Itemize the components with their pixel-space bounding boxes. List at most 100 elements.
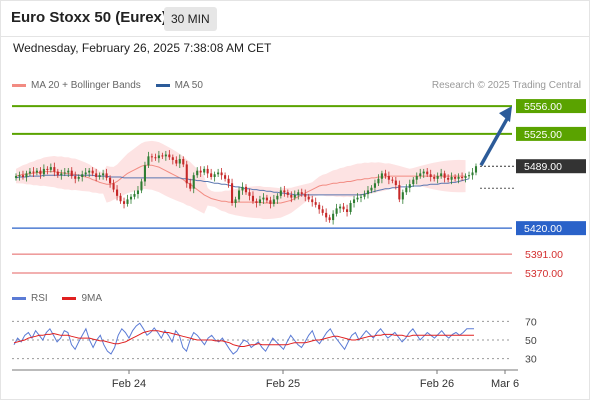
candle-body (269, 200, 272, 204)
candle-body (440, 173, 443, 177)
candle-body (185, 164, 188, 184)
candle-body (42, 168, 45, 175)
candle-body (21, 175, 25, 177)
candle-body (332, 213, 335, 221)
candle-body (363, 194, 366, 197)
candle-body (189, 183, 192, 189)
candle-body (116, 189, 119, 196)
candle-body (412, 179, 415, 185)
candle-body (46, 168, 49, 170)
candle-body (171, 157, 174, 160)
candle-body (220, 172, 223, 176)
candle-body (224, 175, 227, 179)
candle-body (311, 199, 314, 203)
candle-body (105, 173, 108, 178)
legend-swatch-ma20 (12, 83, 26, 87)
legend-label-ma20: MA 20 + Bollinger Bands (31, 80, 141, 91)
candle-body (377, 178, 380, 184)
candle-body (70, 170, 73, 177)
candle-body (314, 202, 317, 205)
level-label-5391.00: 5391.00 (525, 249, 563, 261)
candle-body (237, 190, 241, 200)
candle-body (25, 173, 28, 177)
candle-body (394, 180, 397, 186)
x-tick-label: Feb 25 (266, 378, 300, 390)
legend-label-ma50: MA 50 (174, 80, 203, 91)
legend-item-9ma: 9MA (62, 293, 102, 304)
forecast-arrow-head (499, 106, 512, 123)
candle-body (213, 174, 216, 177)
candle-body (168, 154, 171, 158)
candle-body (255, 201, 258, 204)
candle-body (95, 173, 98, 177)
candle-body (307, 196, 310, 200)
candle-body (346, 209, 349, 212)
candle-body (161, 155, 164, 157)
candle-body (373, 183, 376, 188)
candle-body (433, 176, 436, 179)
candle-body (408, 184, 411, 188)
candle-body (279, 190, 282, 196)
candle-body (335, 208, 338, 214)
candle-body (457, 176, 460, 179)
candle-body (39, 170, 42, 175)
candle-body (325, 212, 328, 218)
candle-body (401, 192, 404, 200)
candle-body (98, 175, 101, 177)
candle-body (84, 172, 87, 175)
candle-body (415, 176, 418, 180)
candle-body (119, 195, 122, 202)
legend-label-rsi: RSI (31, 293, 48, 304)
candle-body (178, 159, 181, 164)
candle-body (175, 159, 178, 164)
research-credit: Research © 2025 Trading Central (431, 80, 581, 91)
candle-body (474, 166, 478, 173)
candle-body (436, 176, 439, 179)
level-label-5420.00: 5420.00 (524, 223, 562, 235)
legend-label-9ma: 9MA (81, 293, 103, 304)
candle-body (471, 172, 474, 176)
candle-body (454, 176, 457, 179)
candle-body (28, 171, 31, 174)
candle-body (157, 155, 160, 159)
timeframe-badge[interactable]: 30 MIN (164, 7, 217, 31)
level-label-5525.00: 5525.00 (524, 129, 562, 141)
legend-item-ma20: MA 20 + Bollinger Bands (12, 80, 141, 91)
candle-body (241, 186, 244, 191)
candle-body (251, 195, 255, 202)
candle-body (140, 181, 143, 191)
candle-body (136, 190, 140, 195)
candle-body (32, 171, 35, 173)
candle-body (300, 192, 303, 195)
candle-body (328, 217, 331, 221)
candle-body (203, 168, 206, 173)
candle-body (147, 156, 150, 166)
candle-body (91, 170, 94, 174)
level-tag-5420.00 (516, 221, 586, 236)
candle-body (464, 176, 467, 178)
x-tick-label: Mar 6 (491, 378, 519, 390)
candle-body (265, 197, 268, 201)
candle-body (297, 192, 300, 195)
candle-body (272, 199, 275, 204)
candle-body (248, 192, 251, 196)
candle-body (321, 209, 324, 213)
candle-body (366, 190, 370, 195)
candle-body (443, 173, 446, 178)
candle-body (258, 199, 261, 204)
candle-body (88, 170, 91, 173)
candle-body (196, 170, 199, 176)
candle-body (384, 173, 387, 177)
candle-body (150, 156, 153, 158)
candle-body (192, 175, 195, 189)
legend-item-rsi: RSI (12, 293, 48, 304)
candle-body (342, 206, 345, 210)
candle-body (206, 168, 209, 174)
candle-body (56, 171, 59, 176)
candle-body (102, 173, 105, 176)
candle-body (349, 203, 352, 212)
candle-body (18, 175, 21, 177)
candle-body (122, 201, 126, 204)
candle-body (63, 172, 66, 174)
